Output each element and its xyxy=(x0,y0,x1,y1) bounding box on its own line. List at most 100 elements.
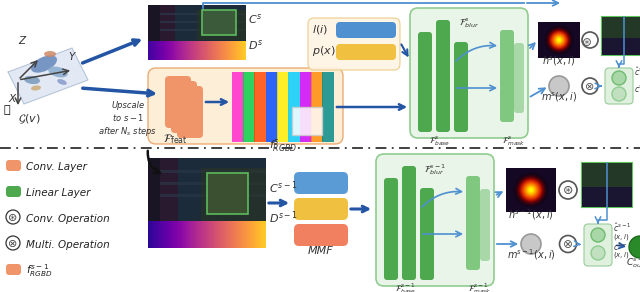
Bar xyxy=(155,41,156,60)
Circle shape xyxy=(557,39,561,41)
Circle shape xyxy=(6,236,20,250)
Circle shape xyxy=(521,234,541,254)
Bar xyxy=(148,221,149,248)
Text: $f_{RGBD}^{s-1}$: $f_{RGBD}^{s-1}$ xyxy=(26,263,52,279)
Bar xyxy=(204,221,205,248)
Circle shape xyxy=(547,27,572,53)
Circle shape xyxy=(527,186,534,194)
FancyBboxPatch shape xyxy=(177,86,203,138)
Circle shape xyxy=(546,27,572,53)
FancyBboxPatch shape xyxy=(514,43,524,113)
Circle shape xyxy=(582,78,598,94)
Bar xyxy=(193,221,194,248)
Text: $l(i)$: $l(i)$ xyxy=(312,22,328,36)
Bar xyxy=(259,221,260,248)
Bar xyxy=(236,221,237,248)
Text: $c^{s-}$: $c^{s-}$ xyxy=(613,241,627,252)
Bar xyxy=(160,41,161,60)
Bar xyxy=(232,72,244,142)
Text: Conv. Operation: Conv. Operation xyxy=(26,214,109,224)
Bar xyxy=(217,221,218,248)
Bar xyxy=(203,41,204,60)
Bar xyxy=(197,221,198,248)
Circle shape xyxy=(552,34,566,46)
FancyBboxPatch shape xyxy=(148,68,343,144)
Bar xyxy=(186,41,187,60)
Bar xyxy=(222,41,223,60)
Bar xyxy=(223,221,224,248)
Bar xyxy=(238,221,239,248)
Bar xyxy=(171,221,172,248)
Bar xyxy=(223,41,224,60)
Circle shape xyxy=(514,173,548,207)
Circle shape xyxy=(549,30,569,50)
FancyBboxPatch shape xyxy=(384,178,398,280)
Bar xyxy=(189,221,190,248)
Bar xyxy=(200,41,201,60)
Text: $C^s$: $C^s$ xyxy=(248,12,262,26)
Circle shape xyxy=(548,29,570,51)
FancyBboxPatch shape xyxy=(336,44,396,60)
Bar xyxy=(250,221,251,248)
Bar xyxy=(184,221,185,248)
Bar xyxy=(187,221,188,248)
Bar xyxy=(160,194,266,197)
Bar xyxy=(185,221,186,248)
Text: ⊛: ⊛ xyxy=(582,36,592,50)
Bar xyxy=(248,221,249,248)
Bar xyxy=(288,72,300,142)
Bar xyxy=(221,41,222,60)
Circle shape xyxy=(591,228,605,242)
Bar xyxy=(191,41,192,60)
Circle shape xyxy=(518,177,544,203)
FancyBboxPatch shape xyxy=(420,188,434,280)
Bar xyxy=(225,221,226,248)
Bar xyxy=(231,221,232,248)
Bar xyxy=(197,10,246,40)
Bar xyxy=(256,221,257,248)
Circle shape xyxy=(516,175,546,205)
Text: $\mathcal{F}^{s-1}_{mask}$: $\mathcal{F}^{s-1}_{mask}$ xyxy=(468,281,492,292)
Bar xyxy=(179,41,180,60)
Bar xyxy=(160,221,161,248)
Bar xyxy=(176,41,177,60)
FancyBboxPatch shape xyxy=(402,166,416,280)
Bar xyxy=(152,41,153,60)
Text: $\mathcal{F}^{s-1}_{base}$: $\mathcal{F}^{s-1}_{base}$ xyxy=(396,281,417,292)
FancyBboxPatch shape xyxy=(165,76,191,128)
Bar xyxy=(210,41,211,60)
Bar xyxy=(582,163,632,207)
Text: $\mathcal{G}(v)$: $\mathcal{G}(v)$ xyxy=(18,112,41,126)
Bar xyxy=(234,221,235,248)
FancyBboxPatch shape xyxy=(605,68,633,104)
Bar xyxy=(234,41,235,60)
Text: ⊛: ⊛ xyxy=(563,185,573,197)
FancyBboxPatch shape xyxy=(454,42,468,132)
Bar xyxy=(225,41,226,60)
Bar xyxy=(150,221,151,248)
Bar xyxy=(243,72,255,142)
Bar xyxy=(264,221,265,248)
Circle shape xyxy=(547,28,571,52)
Bar xyxy=(156,41,157,60)
Bar xyxy=(159,41,160,60)
Ellipse shape xyxy=(48,67,68,77)
Circle shape xyxy=(612,87,626,101)
Ellipse shape xyxy=(31,55,57,73)
Bar xyxy=(202,221,203,248)
Bar xyxy=(157,41,158,60)
Bar xyxy=(263,221,264,248)
Bar xyxy=(148,5,160,41)
Circle shape xyxy=(521,180,541,200)
Bar xyxy=(243,41,244,60)
Bar xyxy=(218,221,219,248)
FancyBboxPatch shape xyxy=(6,264,21,275)
Text: ⊗: ⊗ xyxy=(563,239,573,251)
Ellipse shape xyxy=(44,51,56,57)
Text: $\mathcal{F}_{\rm feat}$: $\mathcal{F}_{\rm feat}$ xyxy=(163,132,188,146)
Bar xyxy=(196,41,197,60)
Bar xyxy=(191,221,192,248)
Circle shape xyxy=(555,36,563,44)
Bar xyxy=(174,41,175,60)
Bar xyxy=(224,41,225,60)
